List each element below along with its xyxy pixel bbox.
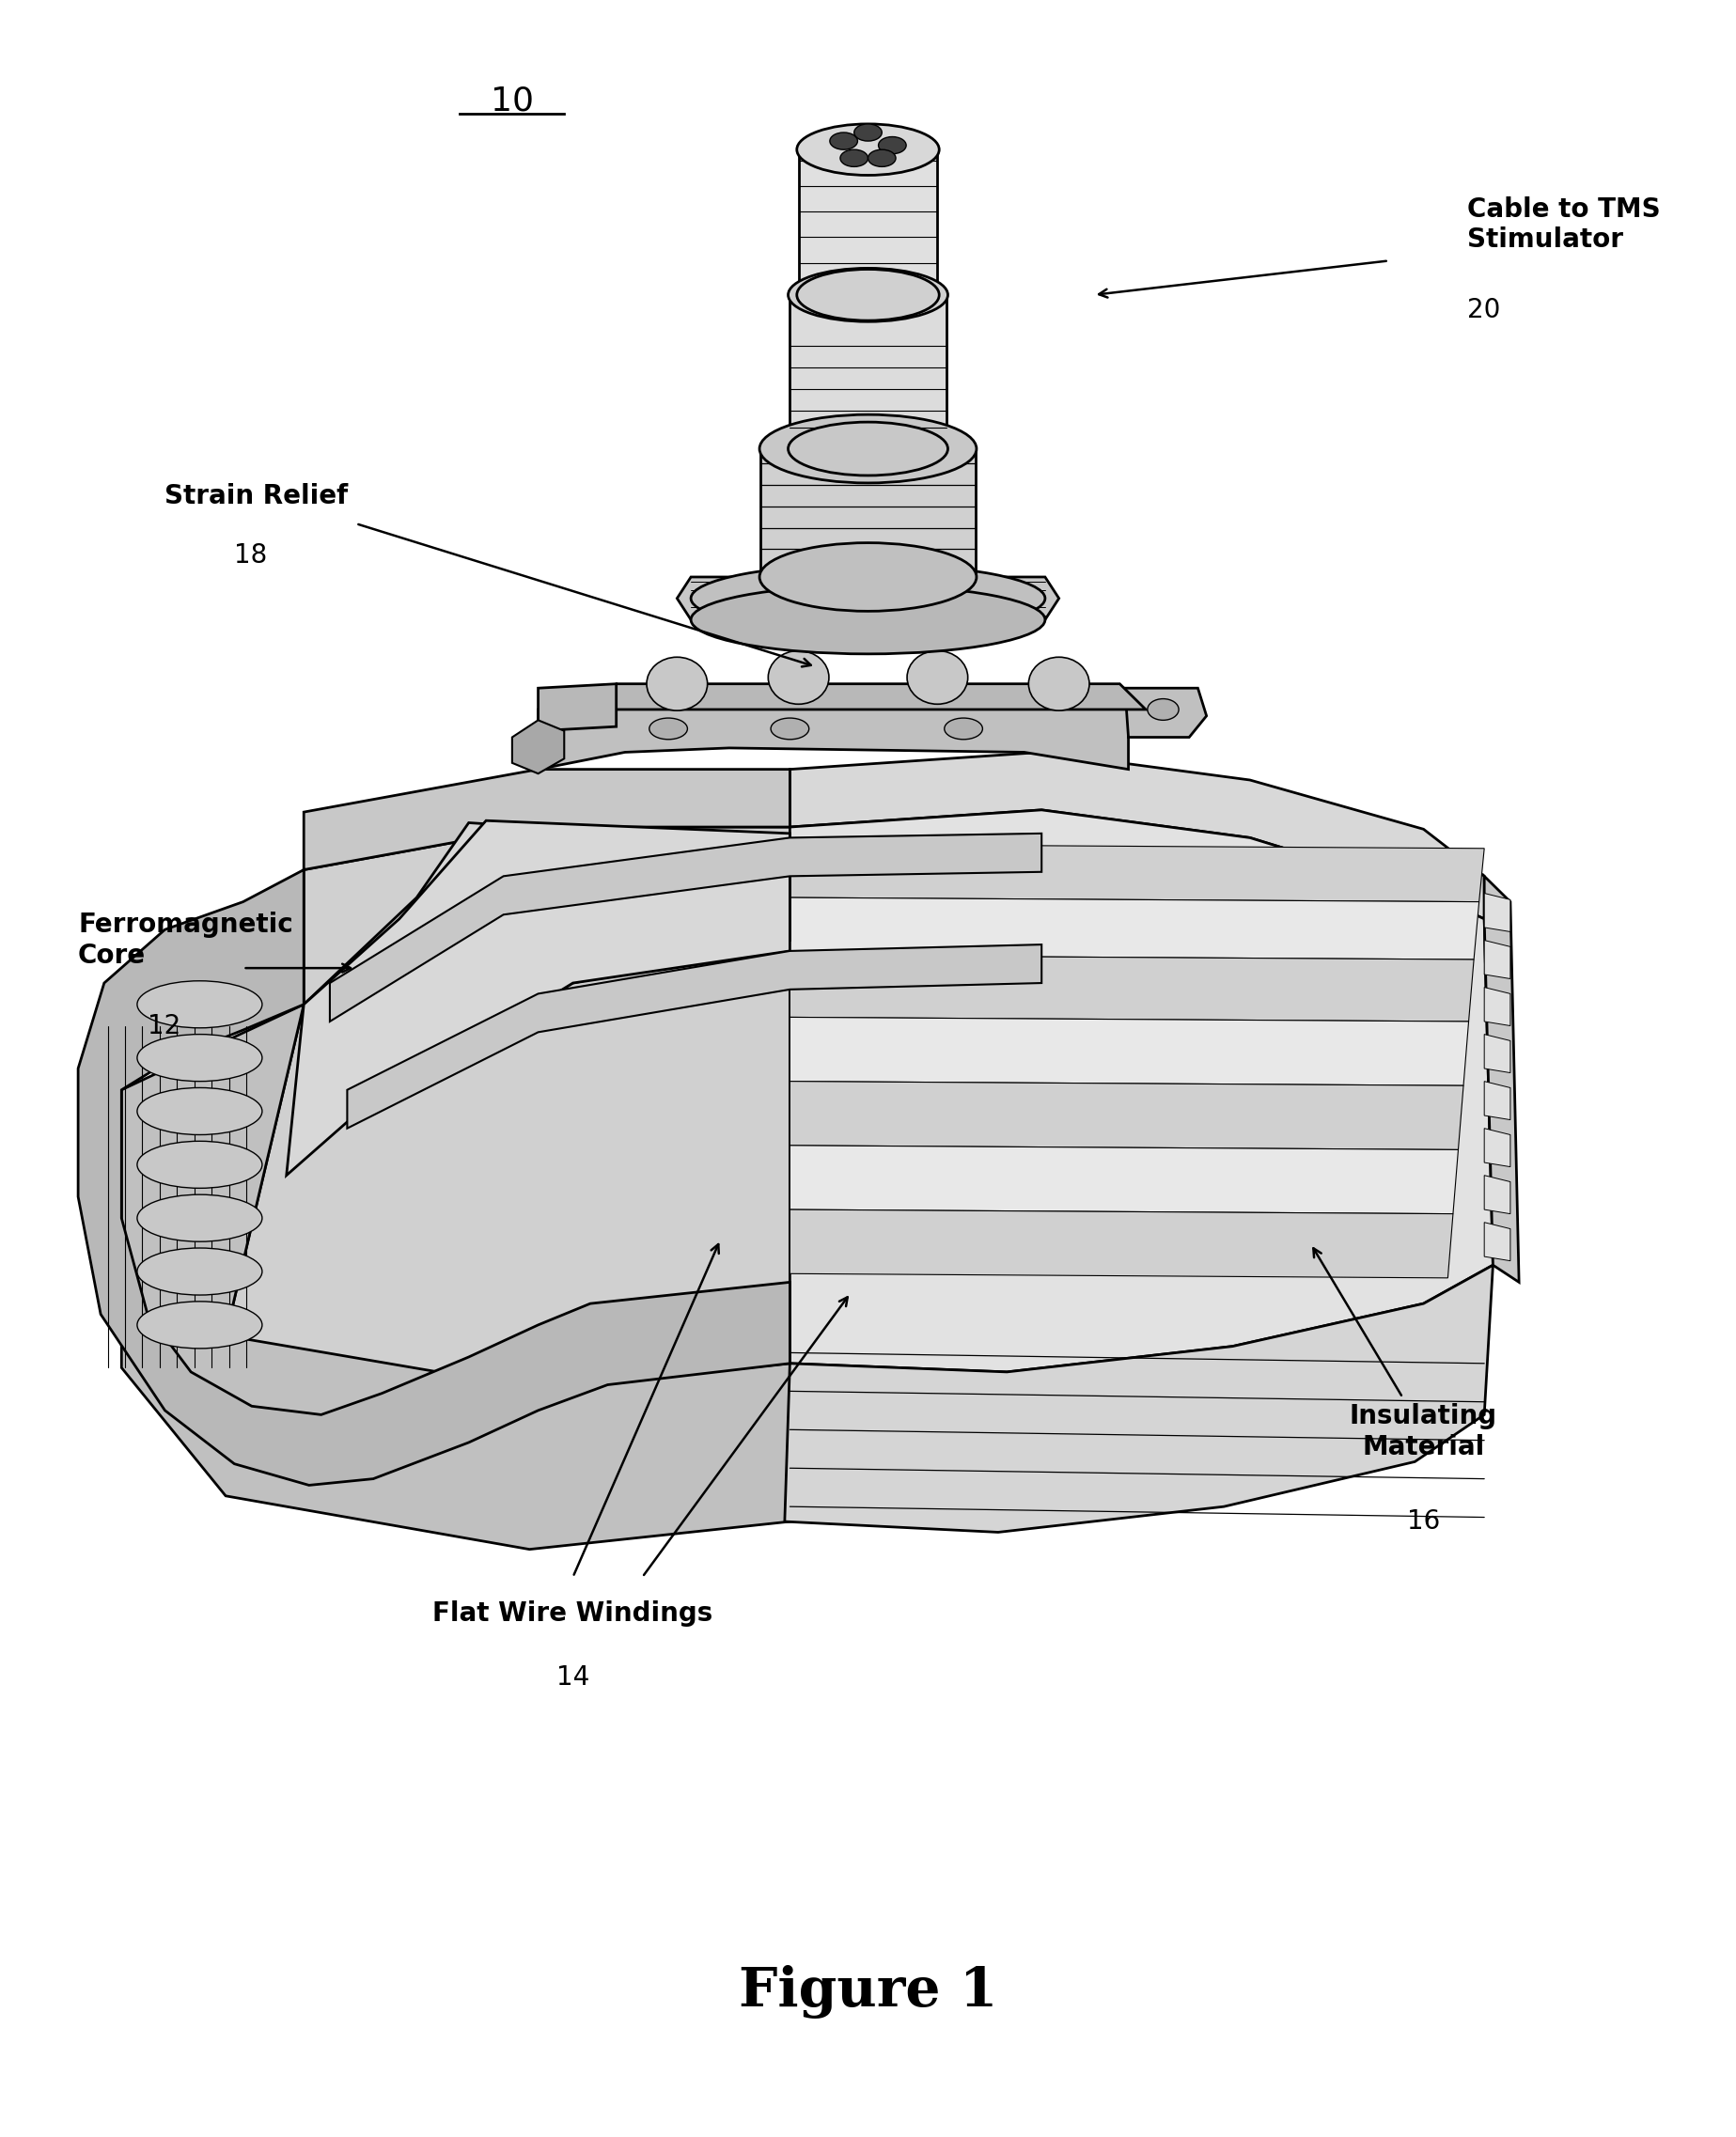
Polygon shape (1484, 1222, 1510, 1261)
Text: 12: 12 (148, 1013, 181, 1039)
Ellipse shape (854, 124, 882, 141)
Ellipse shape (137, 981, 262, 1028)
Polygon shape (1484, 1081, 1510, 1120)
Ellipse shape (788, 269, 948, 323)
Polygon shape (512, 720, 564, 774)
Polygon shape (790, 752, 1484, 919)
Polygon shape (790, 1017, 1469, 1086)
Ellipse shape (760, 543, 976, 611)
Ellipse shape (137, 1088, 262, 1135)
Text: Strain Relief: Strain Relief (165, 483, 349, 509)
Ellipse shape (797, 124, 939, 175)
Polygon shape (1484, 1034, 1510, 1073)
Polygon shape (790, 955, 1474, 1021)
Ellipse shape (830, 132, 858, 150)
Ellipse shape (648, 658, 708, 712)
Ellipse shape (137, 1195, 262, 1242)
Polygon shape (347, 945, 1042, 1128)
Polygon shape (677, 577, 1059, 620)
Ellipse shape (137, 1034, 262, 1081)
Ellipse shape (649, 718, 687, 739)
Text: 16: 16 (1406, 1509, 1441, 1534)
Polygon shape (790, 844, 1484, 902)
Ellipse shape (760, 415, 976, 483)
Text: Figure 1: Figure 1 (738, 1964, 998, 2019)
Polygon shape (1125, 688, 1207, 737)
Ellipse shape (878, 137, 906, 154)
Polygon shape (790, 1210, 1453, 1278)
Polygon shape (785, 1265, 1493, 1532)
Polygon shape (1484, 893, 1510, 932)
Ellipse shape (771, 718, 809, 739)
Ellipse shape (691, 564, 1045, 633)
Polygon shape (790, 295, 946, 449)
Polygon shape (122, 1004, 790, 1549)
Polygon shape (226, 827, 790, 1400)
Polygon shape (1484, 1128, 1510, 1167)
Ellipse shape (908, 652, 969, 705)
Polygon shape (590, 684, 1146, 709)
Ellipse shape (1028, 658, 1090, 712)
Polygon shape (799, 150, 937, 295)
Polygon shape (790, 1081, 1463, 1150)
Text: 20: 20 (1467, 297, 1500, 323)
Polygon shape (790, 1145, 1458, 1214)
Ellipse shape (944, 718, 983, 739)
Polygon shape (538, 688, 1128, 769)
Text: Flat Wire Windings: Flat Wire Windings (432, 1601, 713, 1626)
Ellipse shape (788, 423, 948, 477)
Polygon shape (790, 810, 1493, 1372)
Text: 14: 14 (556, 1665, 590, 1690)
Text: Cable to TMS
Stimulator: Cable to TMS Stimulator (1467, 197, 1660, 252)
Ellipse shape (767, 652, 830, 705)
Ellipse shape (840, 150, 868, 167)
Polygon shape (760, 449, 976, 577)
Text: 18: 18 (234, 543, 267, 568)
Polygon shape (304, 769, 790, 870)
Polygon shape (1484, 876, 1519, 1282)
Polygon shape (286, 821, 790, 1175)
Text: Ferromagnetic
Core: Ferromagnetic Core (78, 912, 293, 968)
Polygon shape (790, 898, 1479, 960)
Text: Insulating
Material: Insulating Material (1349, 1404, 1498, 1460)
Ellipse shape (868, 150, 896, 167)
Ellipse shape (137, 1141, 262, 1188)
Polygon shape (330, 833, 1042, 1021)
Ellipse shape (797, 269, 939, 321)
Polygon shape (1484, 1175, 1510, 1214)
Ellipse shape (691, 586, 1045, 654)
Polygon shape (538, 684, 616, 731)
Ellipse shape (137, 1248, 262, 1295)
Polygon shape (304, 823, 790, 1158)
Polygon shape (1484, 940, 1510, 979)
Text: 10: 10 (491, 85, 533, 118)
Polygon shape (1484, 987, 1510, 1026)
Ellipse shape (1147, 699, 1179, 720)
Ellipse shape (137, 1301, 262, 1348)
Polygon shape (78, 870, 790, 1485)
